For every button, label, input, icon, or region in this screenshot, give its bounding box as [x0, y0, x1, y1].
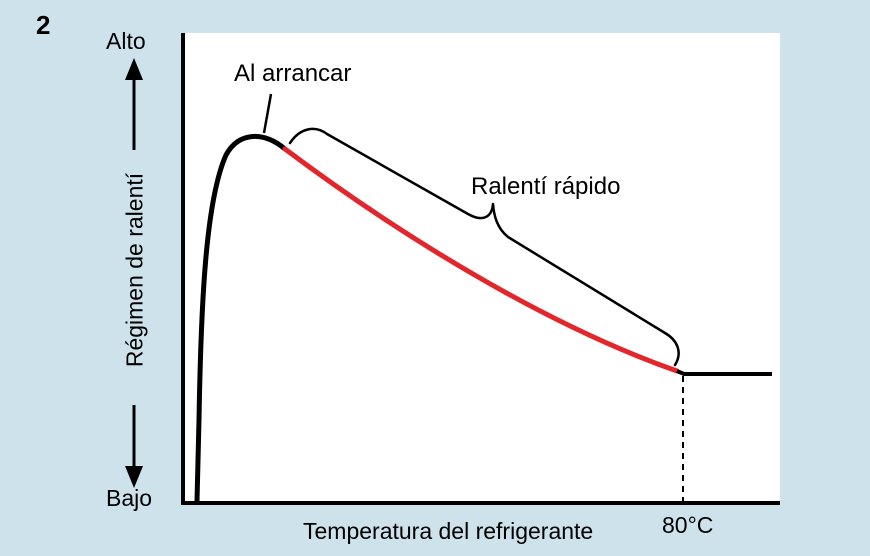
startup-annotation: Al arrancar: [234, 60, 352, 87]
normal-idle-line: [676, 369, 772, 376]
figure-number: 2: [36, 10, 51, 40]
y-axis-title: Régimen de ralentí: [121, 166, 149, 374]
arrow-up-icon: [125, 58, 143, 150]
fast-idle-annotation: Ralentí rápido: [471, 173, 621, 200]
start-leader-line: [262, 93, 273, 134]
fast-idle-curve: [282, 146, 680, 374]
plot-area: [183, 33, 780, 504]
y-axis-low-label: Bajo: [106, 485, 153, 511]
startup-curve: [194, 133, 288, 504]
arrow-down-icon: [125, 405, 143, 488]
x-axis-title: Temperatura del refrigerante: [303, 518, 594, 544]
fast-idle-brace: [288, 127, 680, 367]
y-axis-high-label: Alto: [106, 28, 146, 54]
x-axis-marker-label: 80°C: [662, 512, 714, 538]
